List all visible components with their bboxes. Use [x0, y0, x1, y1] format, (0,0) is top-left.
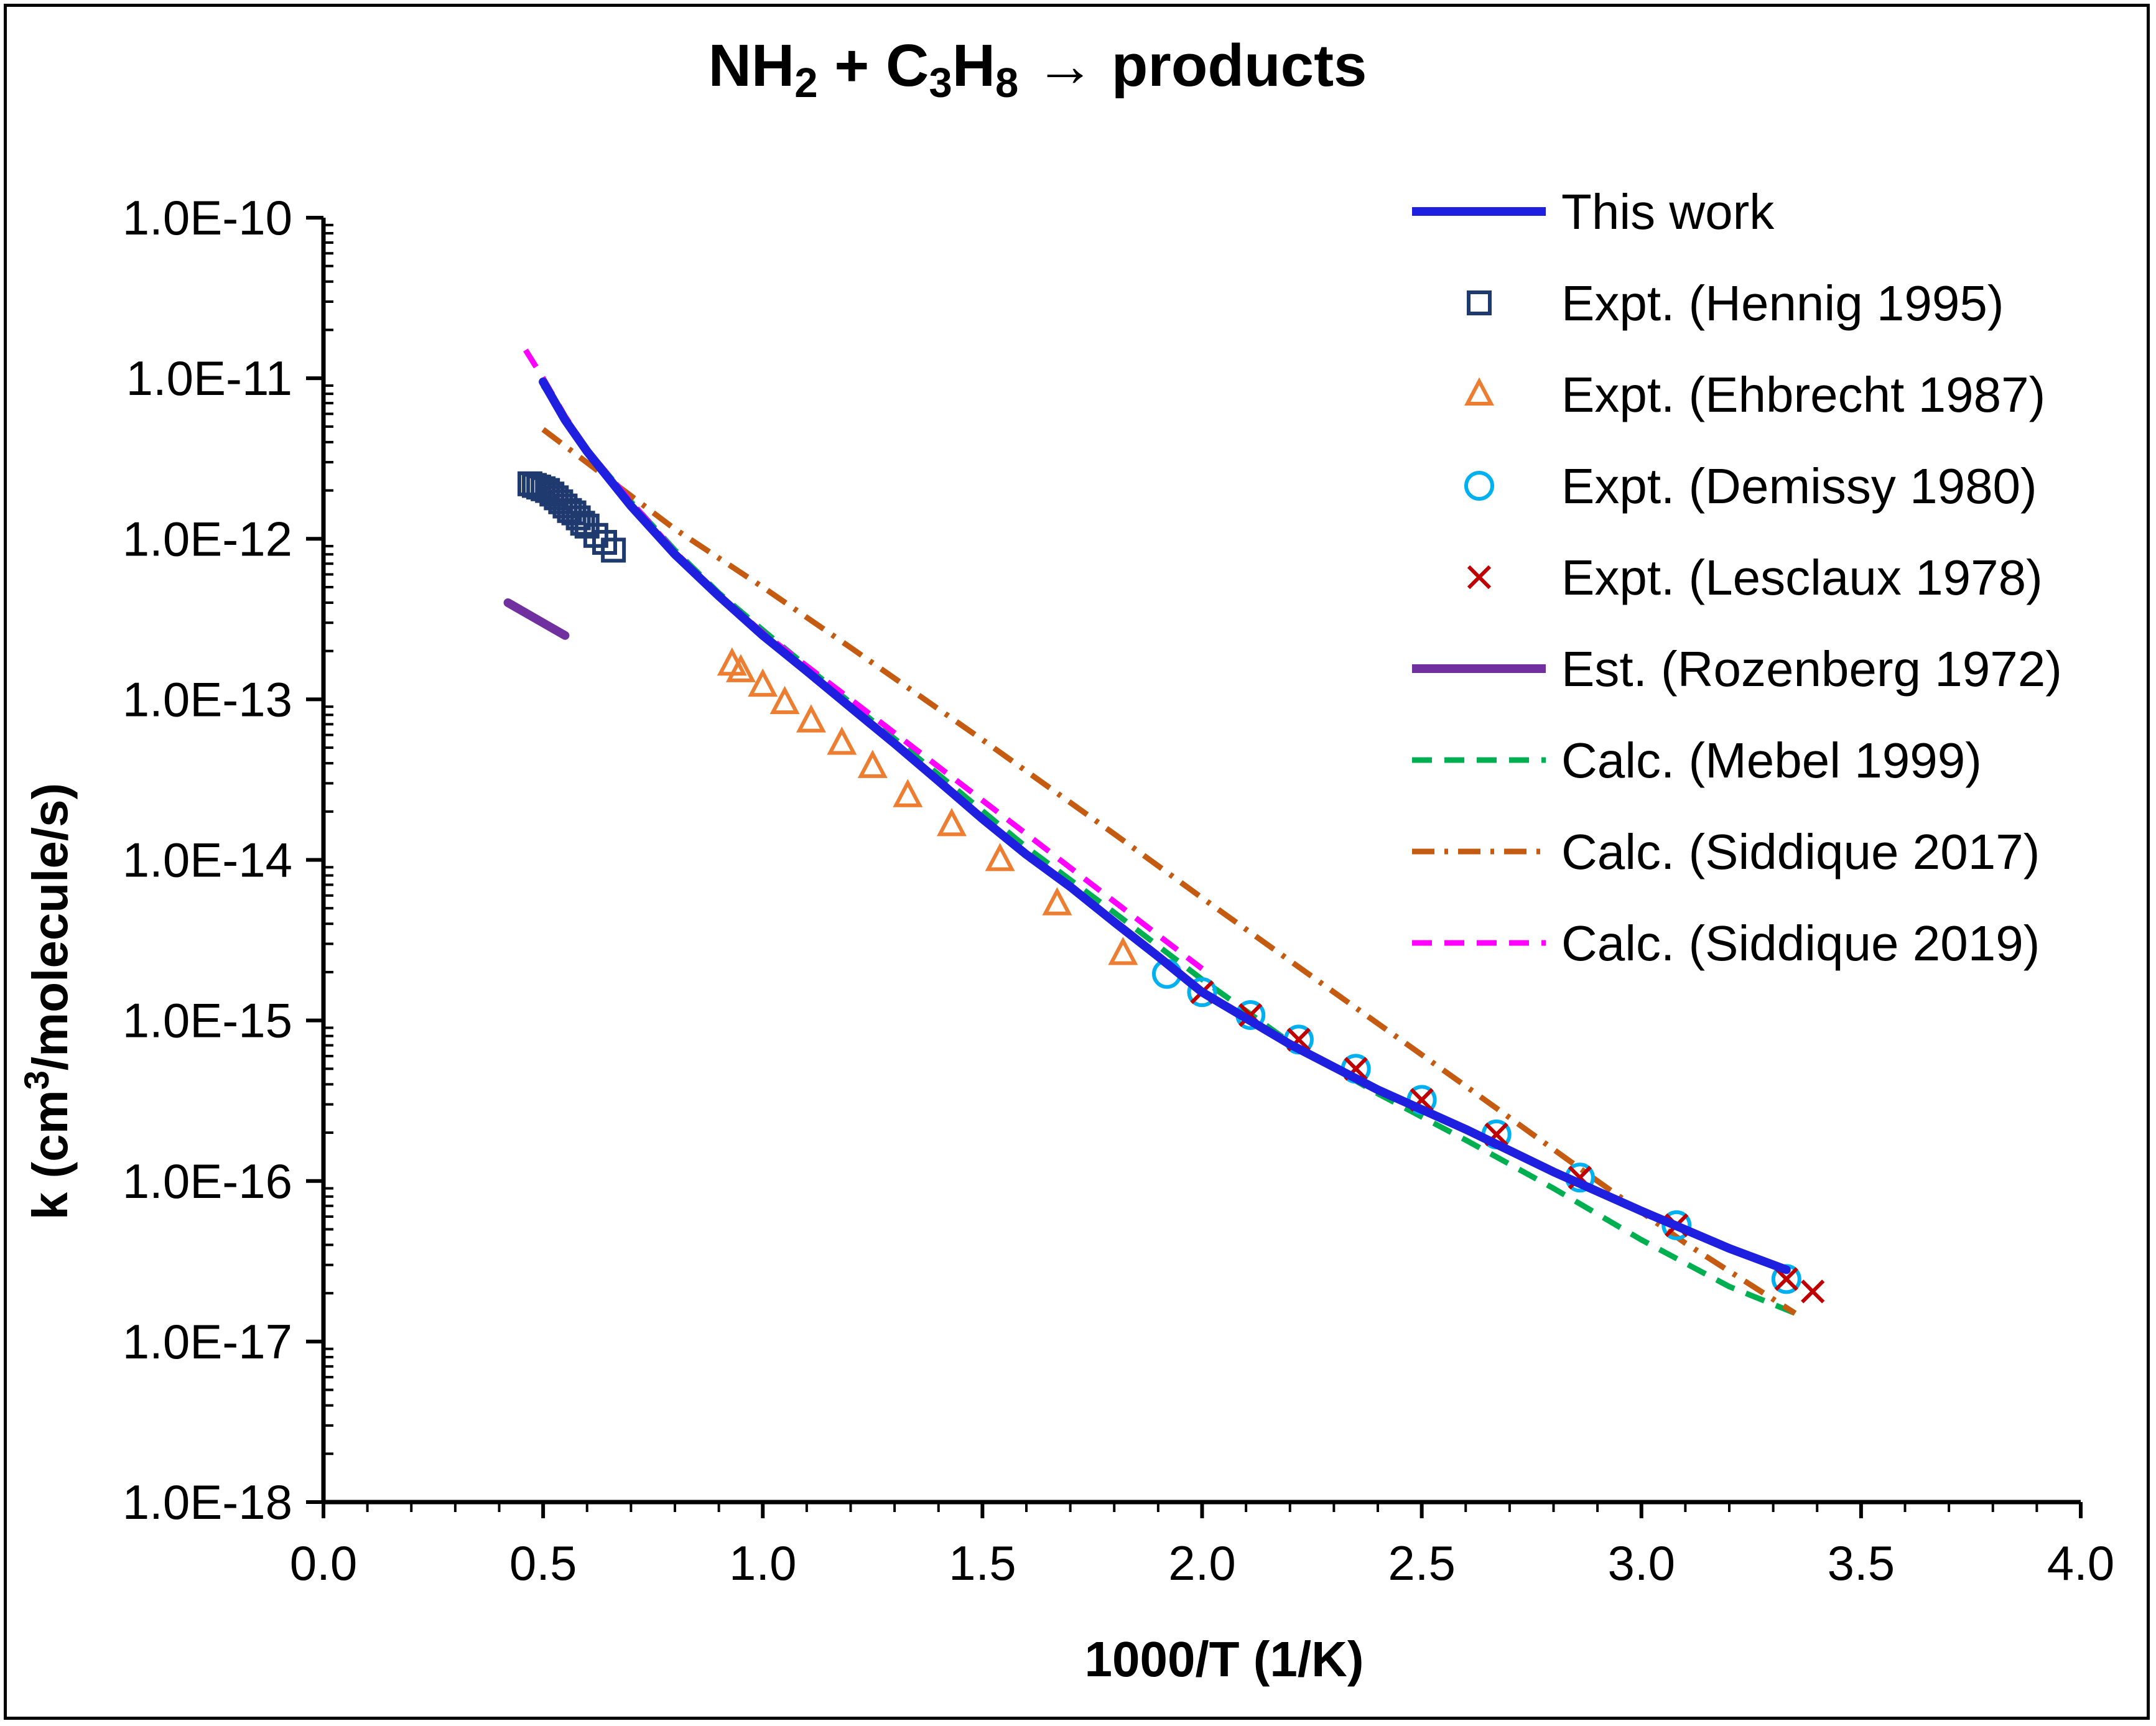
data-point: [985, 843, 1015, 871]
data-point: [857, 749, 888, 778]
legend-label: Calc. (Siddique 2019): [1561, 916, 2040, 971]
legend-label: Calc. (Siddique 2017): [1561, 824, 2040, 879]
y-tick-label: 1.0E-14: [123, 833, 292, 888]
chart-title: NH2 + C3H8 → products: [709, 32, 1367, 106]
y-tick-label: 1.0E-15: [123, 993, 292, 1048]
legend-item: Expt. (Hennig 1995): [1467, 276, 2004, 331]
legend-item: Calc. (Siddique 2017): [1412, 824, 2040, 879]
series-this-work: [539, 377, 1791, 1274]
y-tick-label: 1.0E-16: [123, 1154, 292, 1209]
legend-item: Calc. (Siddique 2019): [1412, 916, 2040, 971]
series-expt-ehbrecht-1987: [717, 647, 1138, 965]
text-part: 2: [794, 60, 817, 106]
data-point: [601, 537, 626, 563]
legend-label: Est. (Rozenberg 1972): [1561, 641, 2062, 697]
x-tick-label: 0.5: [509, 1536, 577, 1590]
series-line: [503, 598, 570, 640]
text-part: 3: [17, 1070, 56, 1090]
legend-label: Calc. (Mebel 1999): [1561, 733, 1982, 788]
series-est-rozenberg-1972: [503, 598, 570, 640]
text-part: 3: [929, 60, 952, 106]
data-point: [748, 668, 778, 697]
legend-item: This work: [1412, 184, 1775, 239]
data-point: [1801, 1279, 1825, 1304]
y-tick-label: 1.0E-10: [123, 190, 292, 245]
legend-marker-swatch: [1467, 565, 1492, 590]
data-point: [1042, 887, 1072, 916]
data-point: [936, 807, 967, 837]
y-tick-label: 1.0E-12: [123, 511, 292, 566]
x-tick-label: 3.5: [1828, 1536, 1895, 1590]
y-tick-label: 1.0E-11: [126, 351, 292, 406]
text-part: H: [952, 32, 995, 99]
series-line: [539, 377, 1791, 1274]
series-expt-hennig-1995: [517, 471, 626, 563]
y-tick-label: 1.0E-17: [123, 1314, 292, 1369]
x-tick-label: 3.0: [1608, 1536, 1675, 1590]
x-tick-label: 2.5: [1388, 1536, 1455, 1590]
y-tick-label: 1.0E-18: [123, 1475, 292, 1529]
chart-frame: [4, 4, 2150, 1720]
data-point: [725, 654, 756, 682]
text-part: NH: [709, 32, 795, 99]
x-tick-label: 4.0: [2047, 1536, 2114, 1590]
data-point: [796, 704, 826, 733]
y-tick-label: 1.0E-13: [123, 672, 292, 726]
legend-item: Expt. (Ehbrecht 1987): [1464, 367, 2045, 422]
legend-label: This work: [1561, 184, 1775, 239]
x-axis-title: 1000/T (1/K): [1084, 1631, 1364, 1687]
data-point: [893, 779, 923, 807]
legend-item: Expt. (Lesclaux 1978): [1467, 550, 2043, 605]
data-point: [769, 685, 800, 715]
data-point: [1774, 1267, 1798, 1291]
x-tick-label: 0.0: [290, 1536, 357, 1590]
x-tick-label: 1.5: [949, 1536, 1016, 1590]
legend: This work Expt. (Hennig 1995) Expt. (Ehbre…: [1412, 184, 2062, 971]
legend-item: Expt. (Demissy 1980): [1464, 458, 2037, 514]
legend-item: Est. (Rozenberg 1972): [1412, 641, 2062, 697]
data-point: [827, 726, 857, 755]
legend-item: Calc. (Mebel 1999): [1412, 733, 1982, 788]
data-point: [1187, 977, 1217, 1008]
legend-label: Expt. (Demissy 1980): [1561, 458, 2037, 514]
series-line: [541, 427, 1797, 1316]
x-tick-label: 2.0: [1168, 1536, 1235, 1590]
series-line: [523, 348, 1204, 972]
legend-marker-swatch: [1467, 290, 1492, 315]
series-expt-demissy-1980: [1152, 958, 1801, 1294]
data-point: [1661, 1210, 1692, 1240]
data-point: [1108, 937, 1138, 965]
legend-label: Expt. (Lesclaux 1978): [1561, 550, 2043, 605]
legend-marker-swatch: [1464, 471, 1494, 501]
legend-label: Expt. (Ehbrecht 1987): [1561, 367, 2045, 422]
series-calc-siddique-2019: [523, 348, 1204, 972]
text-part: k (cm: [22, 1090, 78, 1220]
text-part: + C: [818, 32, 929, 99]
text-part: /molecule/s): [22, 783, 78, 1070]
y-axis-title: k (cm3/molecule/s): [17, 783, 78, 1220]
legend-marker-swatch: [1464, 377, 1494, 406]
text-part: → products: [1018, 32, 1367, 99]
x-tick-label: 1.0: [729, 1536, 796, 1590]
legend-label: Expt. (Hennig 1995): [1561, 276, 2004, 331]
plot-area: 0.0 0.5 1.0 1.5 2.0 2.5 3.0 3.5 4.0 1.0E-10 1.0E-1…: [123, 190, 2114, 1590]
series-calc-siddique-2017: [541, 427, 1797, 1316]
text-part: 8: [995, 60, 1018, 106]
